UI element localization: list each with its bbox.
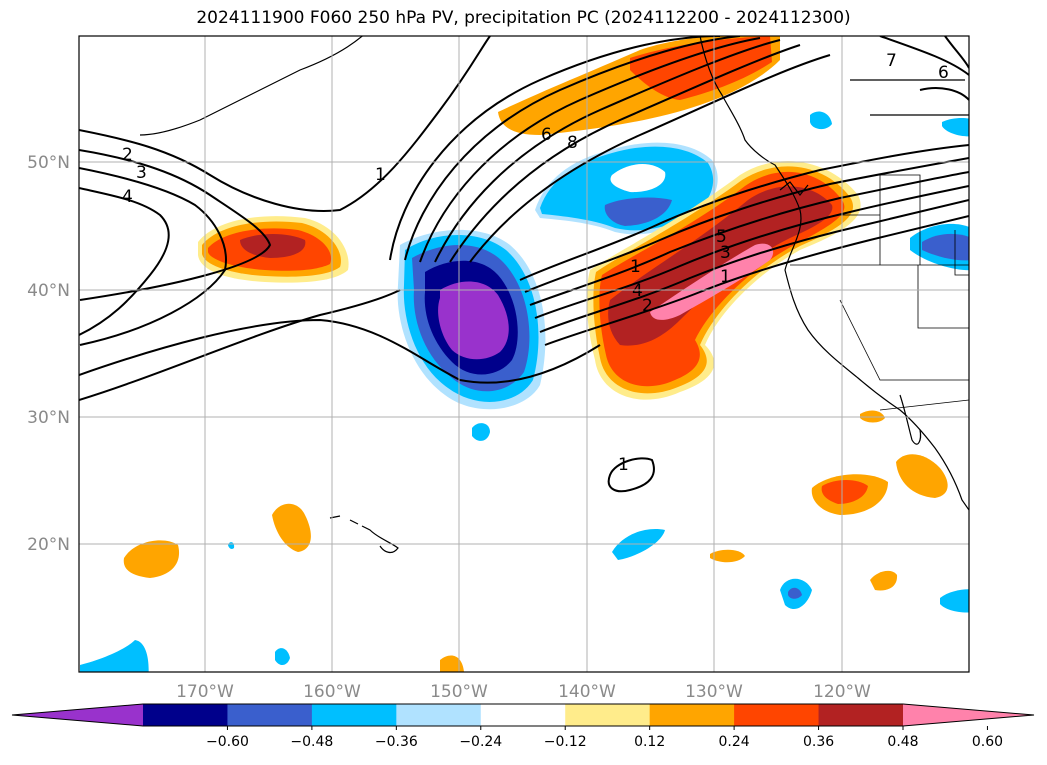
colorbar-segment (396, 704, 482, 726)
colorbar-extend-max (903, 704, 1034, 726)
lon-tick: 140°W (558, 682, 616, 702)
colorbar-tick-label: 0.24 (719, 734, 750, 750)
colorbar-tick-label: −0.60 (206, 734, 249, 750)
lon-tick: 160°W (303, 682, 361, 702)
colorbar-tick-label: −0.48 (290, 734, 333, 750)
colorbar-tick-label: 0.36 (803, 734, 834, 750)
positive-precip-small-fields (123, 410, 948, 672)
colorbar-tick-label: 0.60 (972, 734, 1003, 750)
contour-label: 3 (720, 243, 731, 263)
lon-axis: 170°W 160°W 150°W 140°W 130°W 120°W (176, 682, 871, 702)
lat-tick: 50°N (27, 153, 70, 173)
contour-label: 1 (375, 165, 386, 185)
colorbar-segment (227, 704, 313, 726)
lon-tick: 150°W (430, 682, 488, 702)
lat-tick: 40°N (27, 281, 70, 301)
contour-label: 7 (886, 51, 897, 71)
state-boundaries (790, 174, 969, 411)
colorbar-segment (734, 704, 820, 726)
colorbar-tick-label: −0.36 (375, 734, 418, 750)
colorbar-outline (11, 703, 1035, 727)
map-title: 2024111900 F060 250 hPa PV, precipitatio… (196, 8, 851, 28)
lat-axis: 50°N 40°N 30°N 20°N (27, 153, 70, 555)
colorbar-segment (565, 704, 651, 726)
contour-label: 2 (642, 296, 653, 316)
colorbar-tick-label: 0.48 (887, 734, 918, 750)
contour-label: 2 (122, 145, 133, 165)
negative-precip-field-central (397, 229, 546, 410)
lon-tick: 170°W (176, 682, 234, 702)
contour-label: 6 (938, 63, 949, 83)
contour-label: 1 (630, 257, 641, 277)
colorbar-segment (649, 704, 735, 726)
colorbar-segment (143, 704, 228, 726)
contour-label: 1 (618, 455, 629, 475)
contour-label: 1 (720, 267, 731, 287)
lon-tick: 130°W (685, 682, 743, 702)
contour-label: 4 (632, 281, 643, 301)
coastline (139, 36, 969, 554)
colorbar: −0.60 −0.48 −0.36 −0.24 −0.12 0.12 0.24 0.36 0.4… (11, 703, 1035, 750)
colorbar-tick-label: −0.24 (459, 734, 502, 750)
gridlines (79, 36, 969, 672)
colorbar-segment (818, 704, 904, 726)
plot-frame (78, 35, 970, 673)
positive-precip-field-west (198, 216, 349, 283)
pv-contours (79, 36, 969, 493)
colorbar-extend-min (12, 704, 143, 726)
negative-precip-small-fields (80, 111, 969, 672)
contour-label: 8 (567, 133, 578, 153)
contour-labels: 2 3 4 1 6 8 1 5 3 1 4 2 1 7 6 (122, 51, 949, 475)
contour-label: 3 (136, 163, 147, 183)
lat-tick: 20°N (27, 535, 70, 555)
colorbar-segment (480, 704, 566, 726)
lat-tick: 30°N (27, 408, 70, 428)
contour-label: 5 (716, 227, 727, 247)
positive-precip-field-river (586, 161, 861, 400)
contour-label: 4 (122, 187, 133, 207)
colorbar-tick-label: −0.12 (544, 734, 587, 750)
contour-label: 6 (541, 125, 552, 145)
colorbar-tick-label: 0.12 (634, 734, 665, 750)
colorbar-segment (311, 704, 397, 726)
lon-tick: 120°W (813, 682, 871, 702)
